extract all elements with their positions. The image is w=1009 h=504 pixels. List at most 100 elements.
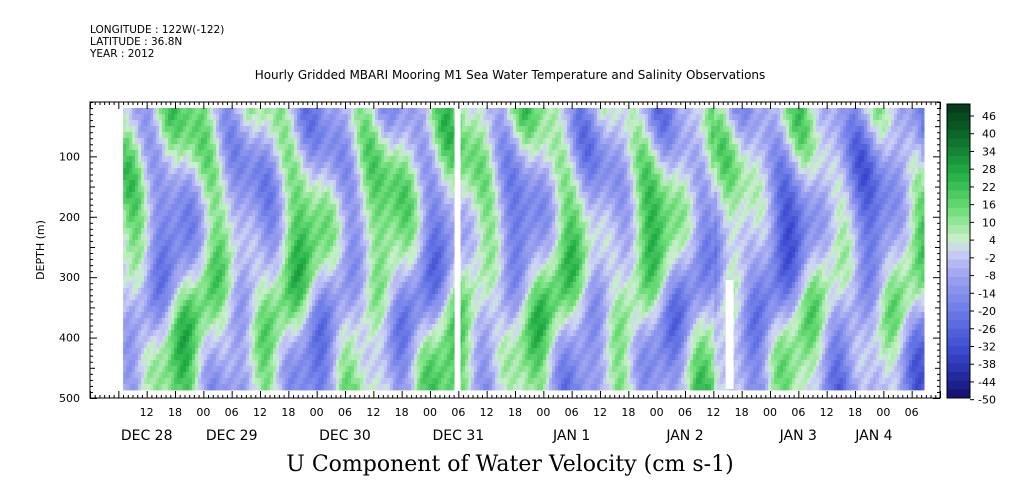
y-tick-label: 300 bbox=[59, 271, 80, 284]
colorbar-label: -2 bbox=[985, 252, 996, 265]
colorbar-swatch bbox=[947, 190, 970, 200]
x-tick-label: 18 bbox=[735, 406, 749, 419]
x-tick-label: 12 bbox=[706, 406, 720, 419]
x-tick-label: 06 bbox=[451, 406, 465, 419]
y-axis-ticks bbox=[90, 102, 940, 399]
heatmap-field bbox=[123, 102, 925, 398]
year-label: YEAR : 2012 bbox=[90, 48, 155, 60]
x-tick-label: 12 bbox=[593, 406, 607, 419]
colorbar-swatch bbox=[947, 328, 970, 338]
x-date-label: DEC 28 bbox=[121, 428, 173, 444]
x-tick-label: 06 bbox=[905, 406, 919, 419]
colorbar-swatch bbox=[947, 285, 970, 295]
colorbar-swatch bbox=[947, 104, 970, 114]
x-date-label: JAN 2 bbox=[665, 428, 703, 444]
x-tick-label: 12 bbox=[480, 406, 494, 419]
colorbar-swatch bbox=[947, 302, 970, 312]
colorbar-frame bbox=[946, 103, 971, 399]
colorbar-swatch bbox=[947, 276, 970, 286]
colorbar-swatch bbox=[947, 216, 970, 226]
x-date-label: DEC 30 bbox=[319, 428, 371, 444]
x-tick-label: 00 bbox=[196, 406, 210, 419]
colorbar-swatch bbox=[947, 129, 970, 139]
colorbar-swatch bbox=[947, 380, 970, 390]
x-tick-label: 06 bbox=[791, 406, 805, 419]
x-tick-label: 00 bbox=[650, 406, 664, 419]
chart-title: Hourly Gridded MBARI Mooring M1 Sea Wate… bbox=[254, 68, 766, 82]
colorbar-label: 16 bbox=[982, 199, 996, 212]
colorbar-label: -32 bbox=[978, 340, 996, 353]
colorbar-swatch bbox=[947, 173, 970, 183]
data-gap bbox=[725, 280, 734, 389]
x-tick-label: 12 bbox=[366, 406, 380, 419]
x-tick-label: 18 bbox=[848, 406, 862, 419]
colorbar-swatch bbox=[947, 346, 970, 356]
x-date-label: DEC 31 bbox=[432, 428, 484, 444]
colorbar-swatch bbox=[947, 242, 970, 252]
longitude-label: LONGITUDE : 122W(-122) bbox=[90, 24, 225, 36]
colorbar-label: 10 bbox=[982, 216, 996, 229]
x-tick-label: 00 bbox=[876, 406, 890, 419]
x-date-label: JAN 3 bbox=[779, 428, 817, 444]
colorbar-swatch bbox=[947, 251, 970, 261]
colorbar-swatch bbox=[947, 225, 970, 235]
colorbar-swatch bbox=[947, 147, 970, 157]
colorbar-swatch bbox=[947, 181, 970, 191]
latitude-label: LATITUDE : 36.8N bbox=[90, 36, 183, 48]
x-date-label: JAN 1 bbox=[552, 428, 590, 444]
colorbar-swatch bbox=[947, 259, 970, 269]
x-axis-ticks bbox=[90, 102, 941, 398]
colorbar-label: 40 bbox=[982, 128, 996, 141]
colorbar-label: -50 bbox=[978, 394, 996, 407]
x-tick-label: 06 bbox=[338, 406, 352, 419]
colorbar-swatch bbox=[947, 337, 970, 347]
colorbar-swatch bbox=[947, 112, 970, 122]
x-tick-label: 18 bbox=[168, 406, 182, 419]
data-gap bbox=[454, 102, 461, 398]
x-tick-label: 18 bbox=[621, 406, 635, 419]
x-tick-label: 18 bbox=[508, 406, 522, 419]
colorbar-swatch bbox=[947, 372, 970, 382]
colorbar-swatch bbox=[947, 233, 970, 243]
x-tick-label: 06 bbox=[565, 406, 579, 419]
colorbar-label: 46 bbox=[982, 110, 996, 123]
x-tick-label: 06 bbox=[678, 406, 692, 419]
colorbar-swatch bbox=[947, 294, 970, 304]
x-tick-label: 06 bbox=[225, 406, 239, 419]
colorbar-swatch bbox=[947, 363, 970, 373]
colorbar-label: -44 bbox=[978, 376, 996, 389]
x-tick-label: 12 bbox=[140, 406, 154, 419]
x-axis-title: U Component of Water Velocity (cm s-1) bbox=[286, 452, 734, 477]
colorbar-label: 22 bbox=[982, 181, 996, 194]
x-date-label: DEC 29 bbox=[206, 428, 258, 444]
colorbar-label: 34 bbox=[982, 145, 996, 158]
colorbar-label: -26 bbox=[978, 323, 996, 336]
colorbar-swatch bbox=[947, 311, 970, 321]
colorbar-swatch bbox=[947, 199, 970, 209]
colorbar-label: 28 bbox=[982, 163, 996, 176]
x-tick-label: 18 bbox=[395, 406, 409, 419]
x-tick-label: 00 bbox=[763, 406, 777, 419]
colorbar-swatch bbox=[947, 138, 970, 148]
colorbar-label: -20 bbox=[978, 305, 996, 318]
x-tick-label: 12 bbox=[253, 406, 267, 419]
colorbar-label: 4 bbox=[989, 234, 996, 247]
y-tick-label: 100 bbox=[59, 150, 80, 163]
y-tick-label: 500 bbox=[59, 392, 80, 405]
colorbar-swatch bbox=[947, 121, 970, 131]
x-tick-label: 00 bbox=[423, 406, 437, 419]
colorbar-swatch bbox=[947, 207, 970, 217]
x-tick-label: 12 bbox=[820, 406, 834, 419]
y-tick-label: 200 bbox=[59, 211, 80, 224]
colorbar-swatch bbox=[947, 164, 970, 174]
colorbar-label: -14 bbox=[978, 287, 996, 300]
colorbar-label: -38 bbox=[978, 358, 996, 371]
colorbar-label: -8 bbox=[985, 270, 996, 283]
colorbar-swatch bbox=[947, 354, 970, 364]
x-tick-label: 00 bbox=[310, 406, 324, 419]
colorbar-swatch bbox=[947, 320, 970, 330]
colorbar-swatch bbox=[947, 268, 970, 278]
y-axis-title: DEPTH (m) bbox=[34, 220, 47, 280]
metadata-block: LONGITUDE : 122W(-122) LATITUDE : 36.8N … bbox=[90, 24, 224, 60]
